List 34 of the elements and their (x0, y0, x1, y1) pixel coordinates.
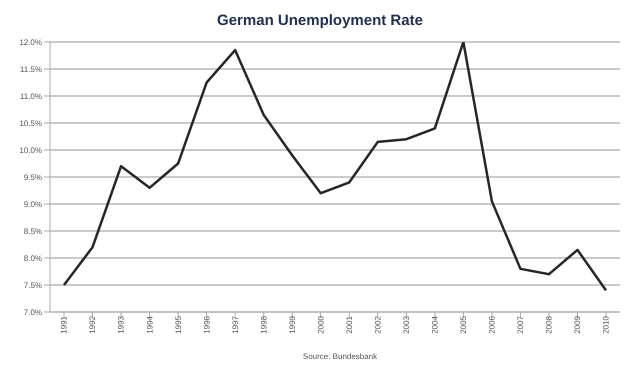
x-tick-label: 1996 (202, 315, 212, 334)
x-tick-label: 1997 (230, 315, 240, 334)
y-tick-label: 12.0% (19, 38, 42, 47)
y-tick-label: 8.5% (24, 226, 42, 236)
y-tick-label: 10.0% (19, 146, 42, 155)
x-tick-label: 2008 (544, 315, 554, 334)
y-tick-label: 10.5% (19, 118, 42, 128)
line-series (62, 42, 608, 292)
x-tick-label: 1993 (116, 315, 126, 334)
y-tick-label: 8.0% (24, 254, 42, 263)
x-tick-label: 2010 (602, 315, 611, 334)
y-tick-label: 9.0% (24, 200, 42, 209)
x-tick-label: 1994 (145, 315, 154, 334)
x-tick-label: 2009 (573, 315, 582, 334)
x-tick-label: 2003 (402, 315, 411, 334)
x-tick-label: 1999 (288, 315, 297, 334)
x-tick-label: 2001 (344, 315, 354, 334)
x-tick-label: 2007 (516, 315, 526, 334)
y-tick-label: 7.0% (24, 308, 42, 317)
x-tick-label: 1995 (174, 315, 183, 334)
x-tick-label: 2004 (430, 315, 440, 334)
x-tick-label: 1998 (259, 315, 268, 334)
y-tick-label: 11.5% (20, 64, 42, 74)
y-tick-label: 7.5% (24, 280, 42, 290)
x-tick-label: 2002 (373, 315, 382, 334)
x-tick-label: 2000 (316, 315, 326, 334)
x-tick-label: 2006 (488, 315, 497, 334)
x-tick-label: 1992 (88, 315, 98, 334)
chart-title: German Unemployment Rate (216, 11, 424, 31)
source-note: Source: Bundesbank (302, 352, 378, 361)
x-tick-label: 2005 (459, 315, 468, 334)
y-tick-label: 9.5% (24, 172, 42, 182)
y-tick-label: 11.0% (20, 92, 42, 101)
x-tick-label: 1991 (60, 315, 69, 334)
